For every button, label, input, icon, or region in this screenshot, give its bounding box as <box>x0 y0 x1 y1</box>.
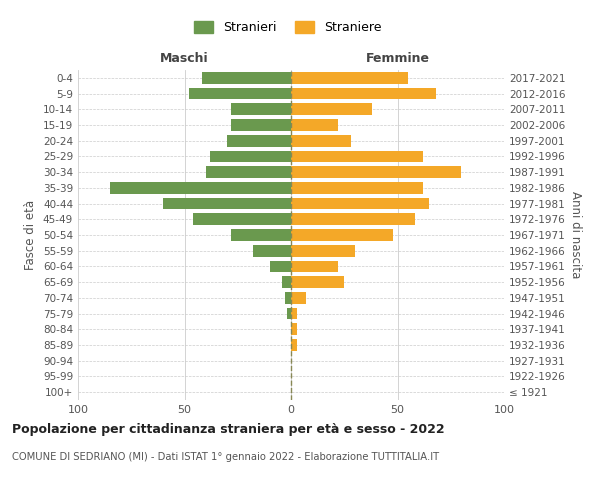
Bar <box>291 150 423 162</box>
Bar <box>232 229 291 241</box>
Bar <box>291 229 393 241</box>
Bar <box>291 198 430 209</box>
Bar <box>291 245 355 256</box>
Bar <box>291 104 372 115</box>
Bar <box>202 72 291 84</box>
Text: Femmine: Femmine <box>365 52 430 65</box>
Bar <box>291 88 436 100</box>
Legend: Stranieri, Straniere: Stranieri, Straniere <box>190 16 386 40</box>
Bar <box>163 198 291 209</box>
Bar <box>270 260 291 272</box>
Bar <box>210 150 291 162</box>
Bar <box>291 292 306 304</box>
Bar <box>291 260 338 272</box>
Bar <box>283 276 291 288</box>
Bar <box>291 135 350 146</box>
Bar <box>110 182 291 194</box>
Bar <box>253 245 291 256</box>
Bar <box>291 308 298 320</box>
Bar <box>206 166 291 178</box>
Bar <box>291 339 298 351</box>
Bar <box>227 135 291 146</box>
Bar <box>189 88 291 100</box>
Text: COMUNE DI SEDRIANO (MI) - Dati ISTAT 1° gennaio 2022 - Elaborazione TUTTITALIA.I: COMUNE DI SEDRIANO (MI) - Dati ISTAT 1° … <box>12 452 439 462</box>
Text: Maschi: Maschi <box>160 52 209 65</box>
Bar <box>193 214 291 225</box>
Bar <box>284 292 291 304</box>
Bar <box>291 214 415 225</box>
Bar <box>232 104 291 115</box>
Y-axis label: Anni di nascita: Anni di nascita <box>569 192 582 278</box>
Bar <box>291 119 338 131</box>
Bar <box>232 119 291 131</box>
Bar <box>291 182 423 194</box>
Bar <box>291 72 408 84</box>
Bar <box>291 276 344 288</box>
Text: Popolazione per cittadinanza straniera per età e sesso - 2022: Popolazione per cittadinanza straniera p… <box>12 422 445 436</box>
Bar <box>287 308 291 320</box>
Bar <box>291 166 461 178</box>
Y-axis label: Fasce di età: Fasce di età <box>25 200 37 270</box>
Bar <box>291 324 298 335</box>
